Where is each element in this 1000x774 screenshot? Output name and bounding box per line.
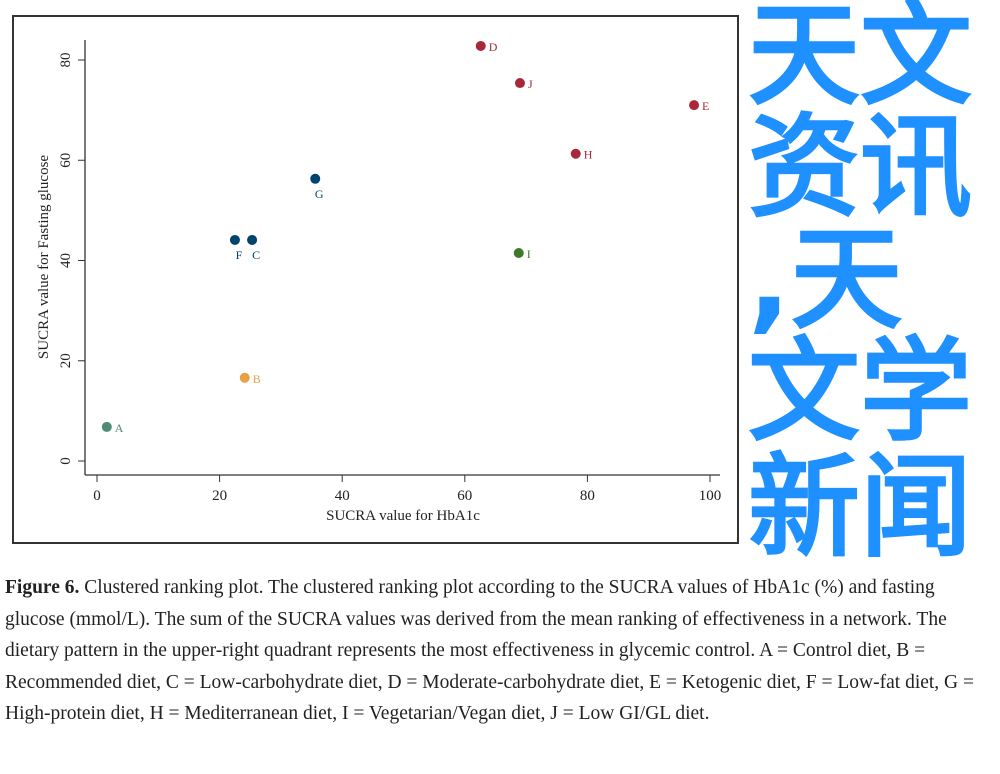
point-label-J: J [528, 77, 533, 91]
figure-frame [12, 15, 739, 544]
x-tick-label: 0 [93, 488, 101, 504]
y-tick-label: 60 [58, 153, 74, 168]
point-label-C: C [252, 248, 260, 262]
caption-label: Figure 6. [5, 577, 80, 598]
y-tick-label: 80 [58, 53, 74, 68]
data-point-B [239, 372, 250, 383]
point-label-G: G [315, 187, 324, 201]
y-tick-label: 20 [58, 353, 74, 368]
caption-text: Clustered ranking plot. The clustered ra… [5, 577, 975, 724]
point-label-H: H [584, 148, 593, 162]
point-label-F: F [236, 248, 243, 262]
data-point-G [310, 173, 321, 184]
x-axis-label: SUCRA value for HbA1c [326, 508, 480, 524]
x-tick-label: 40 [335, 488, 350, 504]
data-point-A [101, 421, 112, 432]
x-tick-label: 100 [699, 488, 722, 504]
point-label-E: E [702, 99, 709, 113]
watermark-line2: 新闻 [748, 443, 972, 573]
watermark-line1: 天文资讯,天文学 [748, 0, 972, 457]
x-tick-label: 20 [212, 488, 227, 504]
y-tick-label: 40 [58, 253, 74, 268]
data-point-F [229, 234, 240, 245]
data-point-H [570, 148, 581, 159]
data-point-E [689, 100, 700, 111]
point-label-I: I [527, 247, 531, 261]
y-axis-label: SUCRA value for Fasting glucose [36, 155, 52, 359]
data-point-D [475, 40, 486, 51]
data-point-I [513, 247, 524, 258]
data-point-C [247, 234, 258, 245]
y-tick-label: 0 [58, 457, 74, 465]
data-point-J [514, 78, 525, 89]
x-tick-label: 60 [457, 488, 472, 504]
x-tick-label: 80 [580, 488, 595, 504]
figure-caption: Figure 6. Clustered ranking plot. The cl… [5, 572, 990, 730]
point-label-D: D [489, 40, 498, 54]
scatter-chart: 0 20 40 60 80 100 0 20 40 60 80 SUCRA value for HbA… [36, 40, 722, 524]
point-label-A: A [115, 421, 124, 435]
point-label-B: B [253, 372, 261, 386]
